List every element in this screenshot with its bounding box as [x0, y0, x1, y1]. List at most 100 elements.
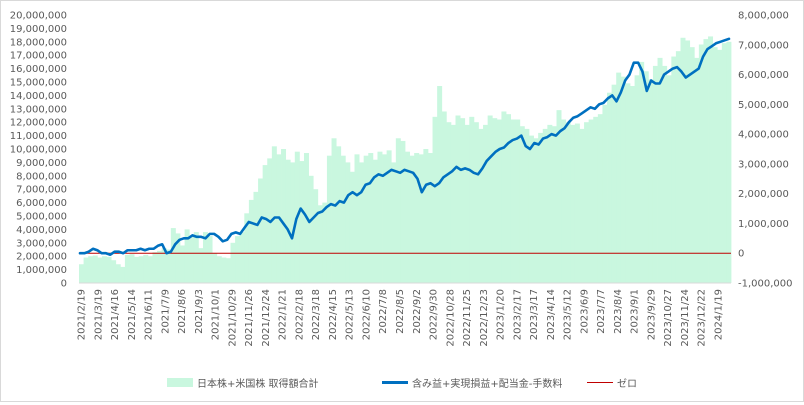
area-column — [134, 256, 140, 283]
y-right-tick-label: 1,000,000 — [738, 219, 789, 230]
area-column — [547, 124, 553, 283]
y-left-tick-label: 7,000,000 — [16, 185, 67, 196]
legend-swatch-area — [167, 377, 193, 387]
area-column — [349, 171, 355, 283]
area-column — [496, 119, 502, 284]
x-tick-label: 2024/1/19 — [714, 289, 725, 340]
area-column — [244, 213, 250, 283]
area-column — [184, 229, 190, 283]
area-column — [519, 126, 525, 283]
area-column — [726, 41, 732, 283]
area-column — [317, 205, 323, 283]
area-column — [212, 253, 218, 283]
area-column — [584, 122, 590, 283]
area-column — [382, 154, 388, 283]
y-left-tick-label: 1,000,000 — [16, 265, 67, 276]
x-tick-label: 2021/8/6 — [177, 289, 188, 334]
x-tick-label: 2021/6/11 — [144, 289, 155, 340]
area-column — [689, 47, 695, 283]
area-column — [588, 119, 594, 284]
area-column — [538, 132, 544, 283]
area-column — [377, 151, 383, 283]
area-column — [322, 202, 328, 283]
y-left-tick-label: 11,000,000 — [10, 131, 67, 142]
x-tick-label: 2022/9/30 — [429, 289, 440, 340]
area-column — [299, 161, 305, 283]
area-column — [271, 146, 277, 283]
x-tick-label: 2023/10/27 — [663, 289, 674, 347]
x-tick-label: 2022/12/23 — [479, 289, 490, 347]
area-column — [634, 75, 640, 283]
area-column — [648, 79, 654, 283]
area-column — [147, 256, 153, 283]
x-tick-label: 2021/11/26 — [244, 289, 255, 347]
area-column — [639, 61, 645, 284]
area-column — [652, 65, 658, 283]
x-tick-label: 2022/5/13 — [345, 289, 356, 340]
area-column — [340, 155, 346, 283]
legend-item-profit: 含み益+実現損益+配当金-手数料 — [382, 375, 563, 390]
area-column — [290, 162, 296, 283]
area-column — [616, 72, 622, 284]
area-column — [189, 236, 195, 283]
area-column — [170, 228, 176, 283]
legend-label-profit: 含み益+実現損益+配当金-手数料 — [412, 378, 563, 390]
x-tick-label: 2022/2/18 — [294, 289, 305, 340]
area-column — [694, 57, 700, 283]
area-column — [620, 76, 626, 283]
area-column — [446, 122, 452, 283]
legend-item-zero: ゼロ — [587, 375, 637, 390]
area-column — [372, 159, 378, 283]
area-column — [88, 256, 94, 283]
area-column — [386, 150, 392, 283]
area-column — [708, 36, 714, 283]
x-tick-label: 2023/8/4 — [613, 289, 624, 334]
y-left-tick-label: 19,000,000 — [10, 24, 67, 35]
area-column — [308, 175, 314, 283]
area-column — [331, 138, 337, 283]
area-column — [248, 199, 254, 283]
area-column — [281, 149, 287, 283]
area-column — [607, 92, 613, 283]
legend-swatch-line — [382, 380, 408, 384]
x-tick-label: 2021/5/14 — [127, 289, 138, 340]
area-column — [574, 123, 580, 283]
y-left-tick-label: 13,000,000 — [10, 104, 67, 115]
x-tick-label: 2021/12/24 — [261, 289, 272, 347]
x-tick-label: 2023/7/7 — [596, 289, 607, 334]
area-column — [225, 258, 231, 283]
y-left-tick-label: 0 — [61, 279, 67, 290]
area-column — [501, 111, 507, 283]
legend-item-holdings: 日本株+米国株 取得額合計 — [167, 375, 319, 390]
legend-label-zero: ゼロ — [617, 378, 637, 390]
area-column — [427, 153, 433, 283]
x-tick-label: 2022/7/8 — [378, 289, 389, 334]
y-right-tick-label: 4,000,000 — [738, 130, 789, 141]
area-column — [221, 257, 227, 283]
area-column — [643, 71, 649, 283]
area-column — [556, 110, 562, 283]
y-right-tick-label: 0 — [738, 249, 744, 260]
y-left-tick-label: 5,000,000 — [16, 212, 67, 223]
area-column — [414, 153, 420, 283]
y-right-tick-label: -1,000,000 — [738, 279, 793, 290]
y-right-tick-label: 6,000,000 — [738, 70, 789, 81]
area-column — [285, 159, 291, 283]
area-column — [180, 245, 185, 283]
area-column — [111, 260, 117, 283]
area-column — [625, 83, 631, 283]
area-column — [675, 51, 681, 284]
y-left-tick-label: 20,000,000 — [10, 11, 67, 22]
x-tick-label: 2022/4/15 — [328, 289, 339, 340]
area-column — [515, 119, 521, 284]
area-column — [680, 37, 686, 283]
x-tick-label: 2023/2/17 — [512, 289, 523, 340]
y-left-tick-label: 18,000,000 — [10, 37, 67, 48]
area-column — [92, 255, 98, 283]
area-column — [106, 256, 112, 283]
area-column — [207, 236, 213, 283]
area-column — [202, 232, 208, 283]
y-left-tick-label: 16,000,000 — [10, 64, 67, 75]
